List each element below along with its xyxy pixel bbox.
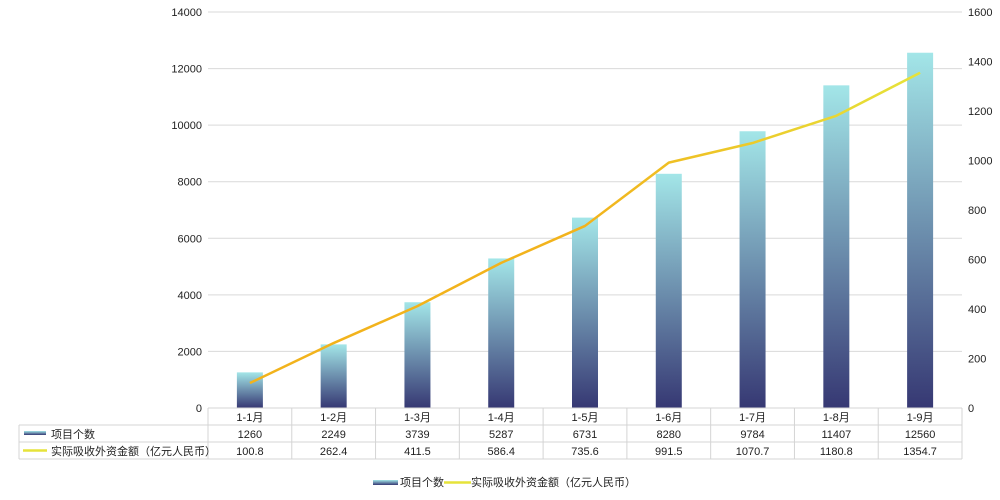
right-tick-label: 800 xyxy=(968,205,986,217)
bar xyxy=(572,217,598,408)
table-cell: 1070.7 xyxy=(736,446,770,458)
bar-series xyxy=(236,52,934,409)
table-cell: 262.4 xyxy=(320,446,348,458)
right-tick-label: 1400 xyxy=(968,57,992,69)
table-cell: 9784 xyxy=(740,429,764,441)
right-tick-label: 1200 xyxy=(968,106,992,118)
bar xyxy=(823,85,850,409)
category-label: 1-9月 xyxy=(907,412,934,424)
left-tick-label: 8000 xyxy=(178,177,202,189)
right-tick-label: 1600 xyxy=(968,7,992,19)
table-cell: 6731 xyxy=(573,429,597,441)
table-cell: 5287 xyxy=(489,429,513,441)
bar xyxy=(320,344,347,408)
category-label: 1-8月 xyxy=(823,412,850,424)
table-cell: 11407 xyxy=(821,429,851,441)
category-label: 1-4月 xyxy=(488,412,515,424)
table-cell: 1260 xyxy=(238,429,262,441)
table-row-label: 实际吸收外资金额（亿元人民币） xyxy=(51,444,216,458)
left-tick-label: 4000 xyxy=(178,290,202,302)
series-line xyxy=(249,71,921,385)
category-label: 1-3月 xyxy=(404,412,431,424)
bar xyxy=(488,258,515,408)
category-label: 1-6月 xyxy=(655,412,682,424)
bar xyxy=(907,52,934,408)
table-cell: 8280 xyxy=(657,429,681,441)
right-tick-label: 1000 xyxy=(968,156,992,168)
left-tick-label: 6000 xyxy=(178,233,202,245)
bar xyxy=(739,131,766,409)
right-tick-label: 0 xyxy=(968,403,974,415)
bar xyxy=(655,173,682,408)
line-series xyxy=(249,71,921,385)
table-cell: 1354.7 xyxy=(903,446,937,458)
bar xyxy=(404,302,431,408)
legend-label: 实际吸收外资金额（亿元人民币） xyxy=(471,475,636,489)
table-cell: 2249 xyxy=(321,429,345,441)
table-cell: 100.8 xyxy=(236,446,264,458)
category-label: 1-7月 xyxy=(739,412,766,424)
table-row-label: 项目个数 xyxy=(51,428,95,441)
legend: 项目个数 实际吸收外资金额（亿元人民币） xyxy=(373,475,636,489)
table-cell: 586.4 xyxy=(487,446,515,458)
table-cell: 735.6 xyxy=(571,446,599,458)
right-tick-label: 600 xyxy=(968,255,986,267)
table-cell: 1180.8 xyxy=(820,446,853,458)
data-table: 1-1月 1260 100.8 1-2月 2249 262.4 1-3月 3739 411.5 1… xyxy=(18,407,963,460)
category-label: 1-2月 xyxy=(320,412,347,424)
left-tick-label: 0 xyxy=(196,403,202,415)
table-cell: 12560 xyxy=(905,429,936,441)
left-tick-label: 12000 xyxy=(171,64,202,76)
table-cell: 991.5 xyxy=(655,446,683,458)
bar-legend-key-icon xyxy=(24,431,46,435)
left-tick-label: 2000 xyxy=(178,346,202,358)
right-tick-label: 400 xyxy=(968,304,986,316)
right-tick-label: 200 xyxy=(968,354,986,366)
left-tick-label: 14000 xyxy=(171,7,202,19)
table-cell: 411.5 xyxy=(404,446,431,458)
legend-label: 项目个数 xyxy=(400,476,444,489)
left-tick-label: 10000 xyxy=(171,120,202,132)
right-axis: 0 200 400 600 800 1000 1200 1400 1600 xyxy=(968,7,992,415)
left-axis: 0 2000 4000 6000 8000 10000 12000 14000 xyxy=(171,7,202,415)
table-cell: 3739 xyxy=(405,429,429,441)
category-label: 1-1月 xyxy=(236,412,263,424)
legend-bar-icon xyxy=(373,480,398,485)
category-label: 1-5月 xyxy=(572,412,599,424)
